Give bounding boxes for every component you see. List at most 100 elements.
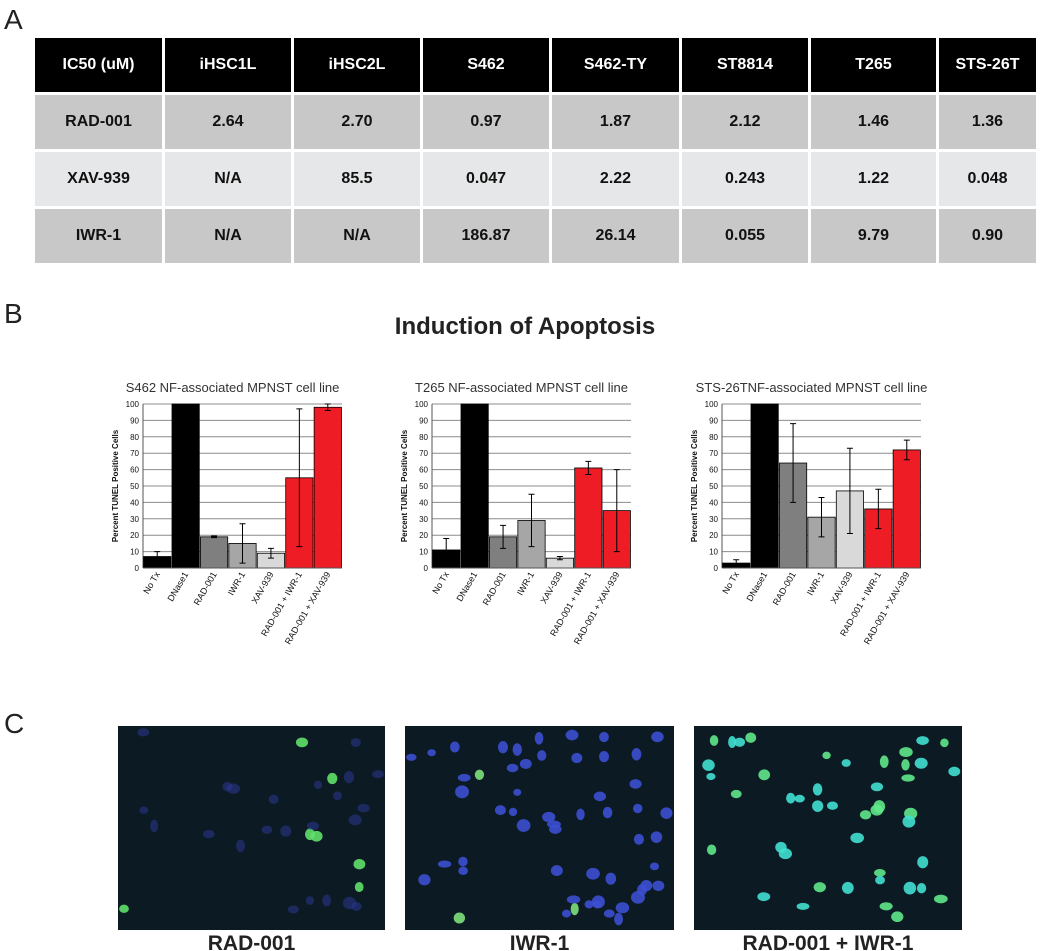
figure-title: Induction of Apoptosis: [395, 313, 655, 340]
cell: [354, 881, 364, 893]
table-cell: N/A: [294, 209, 420, 263]
y-tick-label: 60: [709, 466, 718, 475]
error-bar: [324, 403, 331, 412]
cell: [427, 749, 436, 757]
cell: [280, 825, 292, 837]
error-bar: [443, 537, 450, 562]
cell: [506, 763, 519, 773]
micrograph: [694, 726, 962, 930]
cell: [602, 806, 613, 819]
cell: [660, 807, 673, 819]
x-tick-label: XAV-939: [539, 570, 565, 605]
chart-title: S462 NF-associated MPNST cell line: [126, 380, 340, 395]
cell: [650, 831, 663, 844]
cell: [450, 741, 460, 753]
cell: [702, 759, 715, 771]
cell: [566, 895, 581, 904]
cell: [534, 732, 544, 745]
cell: [709, 735, 719, 746]
y-tick-label: 80: [419, 433, 428, 442]
cell: [202, 829, 215, 839]
table-cell: 0.055: [682, 209, 808, 263]
table-cell: 1.46: [811, 95, 936, 149]
x-tick-label: XAV-939: [250, 570, 276, 605]
table-cell: iHSC1L: [165, 38, 291, 92]
table-row: RAD-001 2.64 2.70 0.97 1.87 2.12 1.46 1.36: [35, 95, 1036, 149]
cell: [591, 895, 605, 909]
cell: [758, 769, 771, 781]
cell: [268, 794, 279, 804]
cell: [636, 884, 648, 896]
cell: [550, 865, 563, 876]
cell: [812, 800, 824, 812]
cell: [870, 782, 884, 792]
cell: [322, 894, 331, 907]
table-cell: S462-TY: [552, 38, 679, 92]
cell: [542, 811, 556, 823]
cell: [519, 758, 532, 769]
error-bar: [267, 547, 274, 559]
table-cell: IC50 (uM): [35, 38, 162, 92]
cell: [137, 728, 150, 737]
bar: [460, 403, 489, 569]
cell: [875, 875, 885, 885]
x-tick-label: No Tx: [720, 570, 741, 596]
cell: [343, 770, 355, 784]
y-tick-label: 80: [709, 433, 718, 442]
cell: [474, 769, 485, 780]
cell: [287, 905, 299, 914]
error-bar: [613, 469, 620, 553]
table-cell: STS-26T: [939, 38, 1036, 92]
x-tick-label: RAD-001: [771, 570, 798, 607]
cell: [812, 783, 823, 796]
table-row: IWR-1 N/A N/A 186.87 26.14 0.055 9.79 0.90: [35, 209, 1036, 263]
cell: [827, 801, 839, 810]
table-cell: 0.97: [423, 95, 549, 149]
y-tick-label: 60: [419, 466, 428, 475]
x-tick-label: No Tx: [430, 570, 451, 596]
cell: [306, 821, 320, 831]
x-tick-label: No Tx: [141, 570, 162, 596]
table-cell: 2.12: [682, 95, 808, 149]
y-tick-label: 50: [419, 482, 428, 491]
y-tick-label: 90: [419, 416, 428, 425]
table-cell: iHSC2L: [294, 38, 420, 92]
cell: [796, 902, 810, 910]
cell: [508, 807, 518, 817]
table-cell: N/A: [165, 152, 291, 206]
error-bar: [239, 523, 246, 564]
cell: [933, 894, 948, 904]
cell: [891, 911, 904, 923]
error-bar: [903, 439, 910, 461]
bar: [892, 449, 921, 569]
chart-title: T265 NF-associated MPNST cell line: [415, 380, 628, 395]
error-bar: [211, 535, 218, 539]
cell: [372, 770, 384, 779]
table-cell: 1.36: [939, 95, 1036, 149]
cell: [497, 741, 508, 754]
error-bar: [528, 493, 535, 548]
cell: [310, 830, 323, 842]
cell: [348, 814, 362, 826]
cell: [859, 810, 872, 820]
cell: [841, 881, 854, 894]
table-cell: 26.14: [552, 209, 679, 263]
cell: [453, 912, 466, 924]
cell: [222, 781, 233, 792]
y-tick-label: 90: [709, 416, 718, 425]
error-bar: [296, 408, 303, 548]
error-bar: [818, 496, 825, 538]
cell: [458, 866, 468, 876]
cell: [586, 867, 600, 880]
cell: [513, 788, 522, 796]
table-row: XAV-939 N/A 85.5 0.047 2.22 0.243 1.22 0.048: [35, 152, 1036, 206]
y-tick-label: 100: [415, 400, 429, 409]
cell: [901, 759, 910, 771]
cell: [631, 747, 642, 761]
table-cell: 2.22: [552, 152, 679, 206]
x-tick-label: IWR-1: [805, 570, 826, 597]
cell: [603, 909, 615, 918]
cell: [948, 766, 961, 777]
cell: [418, 874, 431, 886]
